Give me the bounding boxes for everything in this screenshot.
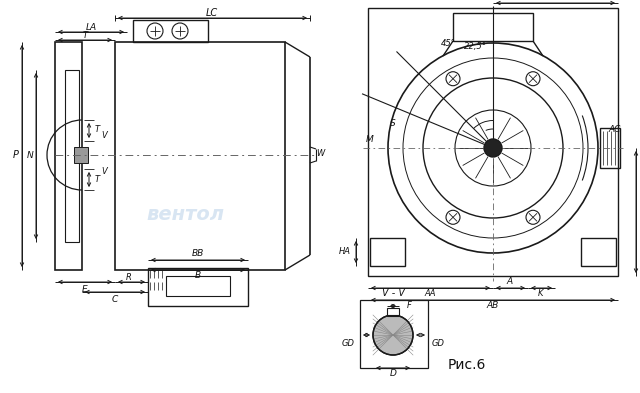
Text: P: P [13, 150, 19, 160]
Text: 22,5°: 22,5° [463, 42, 486, 50]
Text: T: T [83, 31, 88, 40]
Text: AD: AD [548, 0, 561, 2]
Bar [581, 238, 616, 266]
Text: V: V [101, 132, 107, 141]
Text: E: E [82, 285, 88, 294]
Bar [55, 42, 82, 270]
Text: C: C [112, 296, 118, 305]
Circle shape [373, 315, 413, 355]
Text: Рис.6: Рис.6 [448, 358, 486, 372]
Text: GD: GD [432, 338, 445, 347]
Bar [600, 128, 620, 168]
Bar [360, 300, 428, 368]
Text: R: R [126, 272, 132, 281]
Bar [387, 308, 399, 316]
Text: A: A [507, 277, 513, 286]
Text: K: K [538, 290, 544, 299]
Text: V - V: V - V [381, 288, 404, 298]
Bar [65, 70, 79, 242]
Text: B: B [195, 272, 201, 281]
Bar [148, 268, 248, 306]
Text: HA: HA [339, 248, 351, 257]
Bar [453, 13, 533, 41]
Text: S: S [390, 119, 396, 127]
Text: AA: AA [424, 290, 436, 299]
Text: GD: GD [342, 338, 355, 347]
Bar [368, 8, 618, 276]
Text: M: M [366, 136, 374, 145]
Bar [166, 276, 230, 296]
Bar [370, 238, 405, 266]
Text: LC: LC [206, 8, 218, 18]
Text: W: W [316, 149, 324, 158]
Bar [115, 42, 285, 270]
Bar [133, 20, 208, 42]
Text: V: V [101, 167, 107, 176]
Bar [74, 147, 88, 163]
Text: N: N [27, 151, 33, 160]
Text: F: F [406, 301, 412, 310]
Circle shape [484, 139, 502, 157]
Text: вентол: вентол [146, 206, 224, 224]
Text: 45°: 45° [440, 39, 456, 48]
Text: BB: BB [192, 248, 204, 257]
Text: T: T [95, 176, 100, 184]
Text: AB: AB [487, 301, 499, 310]
Text: T: T [95, 125, 100, 134]
Text: AC: AC [608, 125, 620, 134]
Text: LA: LA [85, 22, 97, 31]
Text: D: D [390, 369, 396, 378]
